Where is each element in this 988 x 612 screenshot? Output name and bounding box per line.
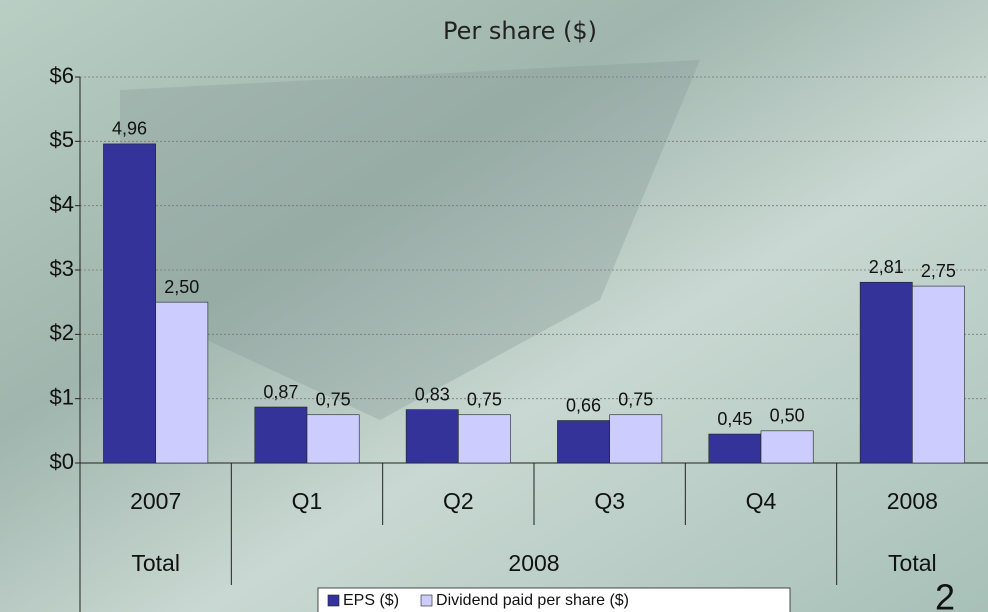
value-label: 2,81 <box>869 257 904 277</box>
group-label: Total <box>131 550 180 576</box>
value-label: 0,75 <box>467 390 502 410</box>
x-tick-label: Q4 <box>746 488 777 514</box>
y-tick-label: $5 <box>50 127 74 152</box>
chart-title: Per share ($) <box>443 17 597 45</box>
x-tick-label: Q2 <box>443 488 474 514</box>
group-label: 2008 <box>508 550 559 576</box>
bar <box>103 144 155 463</box>
group-label: Total <box>888 550 937 576</box>
x-tick-label: Q1 <box>292 488 323 514</box>
y-tick-label: $3 <box>50 256 74 281</box>
bar <box>458 415 510 463</box>
legend-swatch <box>421 595 432 606</box>
chart: Per share ($) 2 $0 $1 $2 $3 $4 $5 $6 2007 4,96 2,… <box>0 0 988 612</box>
value-label: 0,83 <box>415 384 450 404</box>
x-tick-label: Q3 <box>594 488 625 514</box>
x-tick-label: 2008 <box>887 488 938 514</box>
bar <box>912 286 964 463</box>
value-label: 0,45 <box>717 409 752 429</box>
y-tick-label: $1 <box>50 384 74 409</box>
legend-swatch <box>328 595 339 606</box>
value-label: 0,75 <box>316 390 351 410</box>
y-tick-label: $6 <box>50 63 74 88</box>
value-label: 0,66 <box>566 395 601 415</box>
bar <box>860 282 912 463</box>
value-label: 0,50 <box>770 406 805 426</box>
legend-label: EPS ($) <box>343 592 399 609</box>
y-tick-label: $4 <box>50 191 74 216</box>
value-label: 2,50 <box>164 277 199 297</box>
value-label: 2,75 <box>921 261 956 281</box>
x-tick-label: 2007 <box>130 488 181 514</box>
legend-label: Dividend paid per share ($) <box>436 592 629 609</box>
legend: EPS ($) Dividend paid per share ($) <box>318 588 790 612</box>
value-label: 4,96 <box>112 119 147 139</box>
bar <box>406 410 458 463</box>
value-label: 0,75 <box>618 390 653 410</box>
value-label: 0,87 <box>263 382 298 402</box>
y-tick-label: $0 <box>50 449 74 474</box>
bar <box>761 431 813 463</box>
bar <box>255 407 307 463</box>
bar <box>307 415 359 463</box>
bar <box>709 434 761 463</box>
bar <box>557 421 609 463</box>
bar <box>610 415 662 463</box>
bar <box>156 302 208 463</box>
y-tick-label: $2 <box>50 320 74 345</box>
page: {"chart_data": {"type": "bar", "title": … <box>0 0 988 612</box>
page-number: 2 <box>935 577 955 612</box>
